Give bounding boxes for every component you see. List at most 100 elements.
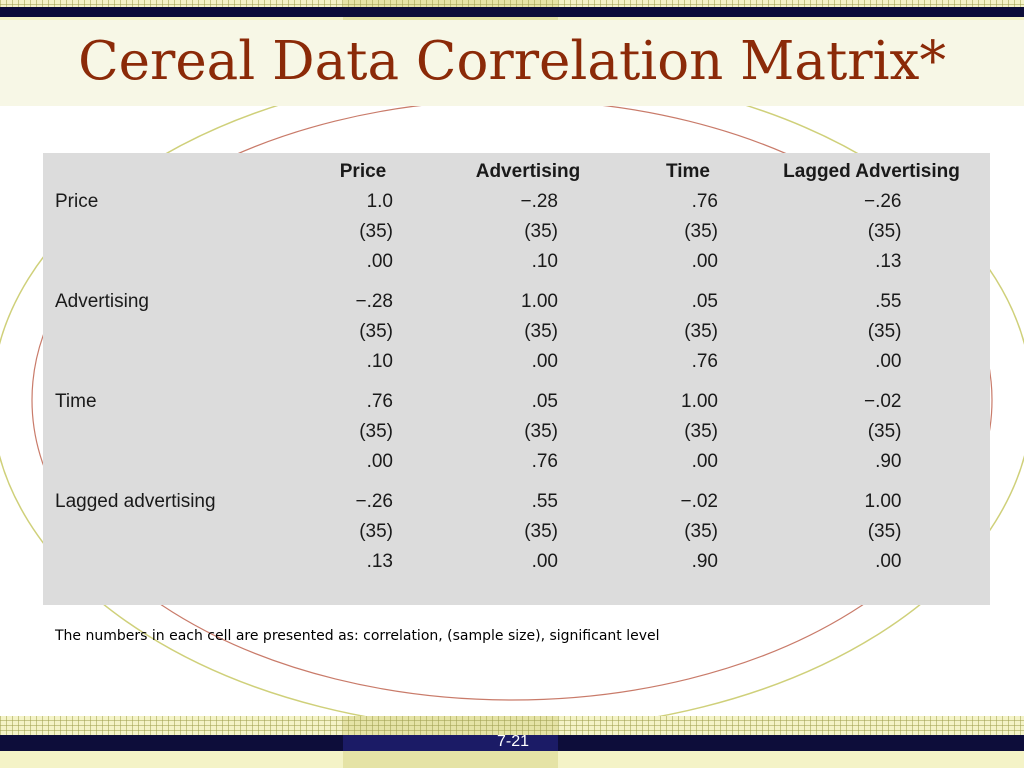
table-body: Price 1.0 −.28.76 −.26 (35) (35) (35) (35) .00.1… bbox=[43, 191, 990, 581]
correlation-value: −.02 bbox=[863, 391, 902, 412]
sample-size-value: (35) bbox=[684, 221, 718, 242]
table-cell: .00 bbox=[623, 451, 753, 481]
table-cell: (35) bbox=[623, 321, 753, 351]
sample-size-value: (35) bbox=[867, 221, 902, 242]
table-cell: .00 bbox=[433, 551, 623, 581]
table-row: (35) (35) (35) (35) bbox=[43, 421, 990, 451]
spacer-cell bbox=[433, 281, 623, 291]
correlation-value: −.26 bbox=[355, 491, 393, 512]
table-row: Time .76 .05 1.00 −.02 bbox=[43, 391, 990, 421]
table-cell: 1.00 bbox=[623, 391, 753, 421]
table-cell: (35) bbox=[753, 321, 990, 351]
row-label-blank bbox=[43, 321, 293, 351]
row-label-blank bbox=[43, 551, 293, 581]
row-spacer bbox=[43, 281, 990, 291]
correlation-value: .05 bbox=[691, 291, 718, 312]
table-cell: −.02 bbox=[753, 391, 990, 421]
correlation-value: .55 bbox=[875, 291, 902, 312]
sample-size-value: (35) bbox=[867, 321, 902, 342]
table-cell: (35) bbox=[753, 421, 990, 451]
table-cell: .00 bbox=[753, 351, 990, 381]
table-cell: (35) bbox=[293, 521, 433, 551]
spacer-cell bbox=[43, 381, 293, 391]
table-row: .13 .00 .90 .00 bbox=[43, 551, 990, 581]
table-cell: 1.0 bbox=[293, 191, 433, 221]
spacer-cell bbox=[623, 281, 753, 291]
sample-size-value: (35) bbox=[359, 421, 393, 442]
table-row: (35) (35) (35) (35) bbox=[43, 521, 990, 551]
significance-value: .00 bbox=[366, 451, 393, 472]
sample-size-value: (35) bbox=[867, 521, 902, 542]
page-title: Cereal Data Correlation Matrix* bbox=[78, 31, 946, 92]
table-cell: .05 bbox=[623, 291, 753, 321]
significance-value: .10 bbox=[366, 351, 393, 372]
sample-size-value: (35) bbox=[359, 321, 393, 342]
row-label: Advertising bbox=[55, 291, 149, 312]
table-cell: (35) bbox=[433, 421, 623, 451]
table-row: .10 .00 .76 .00 bbox=[43, 351, 990, 381]
header-advertising: Advertising bbox=[475, 161, 581, 182]
correlation-value: 1.00 bbox=[864, 491, 902, 512]
table-cell: .00 bbox=[753, 551, 990, 581]
table-cell: .10 bbox=[293, 351, 433, 381]
table-cell: .76 bbox=[433, 451, 623, 481]
spacer-cell bbox=[43, 481, 293, 491]
table-cell: (35) bbox=[293, 221, 433, 251]
spacer-cell bbox=[293, 281, 433, 291]
correlation-value: −.28 bbox=[520, 191, 558, 212]
top-decor-grid bbox=[0, 0, 1024, 10]
correlation-table: Price Advertising Time Lagged Advertisin… bbox=[43, 153, 990, 605]
table-cell: .00 bbox=[293, 451, 433, 481]
table-row: .00 .10 .00 .13 bbox=[43, 251, 990, 281]
table-row: Lagged advertising −.26 .55 −.02 1.00 bbox=[43, 491, 990, 521]
table-cell: (35) bbox=[293, 421, 433, 451]
significance-value: .00 bbox=[366, 251, 393, 272]
page-number: 7-21 bbox=[496, 733, 530, 750]
header-time: Time bbox=[665, 161, 710, 182]
significance-value: .00 bbox=[875, 551, 902, 572]
spacer-cell bbox=[753, 281, 990, 291]
table-row: .00 .76 .00 .90 bbox=[43, 451, 990, 481]
row-label: Time bbox=[55, 391, 97, 412]
table-cell: .55 bbox=[433, 491, 623, 521]
significance-value: .13 bbox=[366, 551, 393, 572]
sample-size-value: (35) bbox=[684, 321, 718, 342]
header-blank bbox=[43, 153, 293, 191]
table-cell: (35) bbox=[753, 221, 990, 251]
significance-value: .90 bbox=[691, 551, 718, 572]
sample-size-value: (35) bbox=[524, 421, 558, 442]
spacer-cell bbox=[623, 481, 753, 491]
table-cell: .05 bbox=[433, 391, 623, 421]
correlation-value: .05 bbox=[531, 391, 558, 412]
table-cell: (35) bbox=[623, 221, 753, 251]
table-row: (35) (35) (35) (35) bbox=[43, 321, 990, 351]
table-cell: −.28 bbox=[293, 291, 433, 321]
header-price: Price bbox=[339, 161, 387, 182]
table-cell: (35) bbox=[293, 321, 433, 351]
table-cell: (35) bbox=[433, 221, 623, 251]
significance-value: .00 bbox=[531, 551, 558, 572]
correlation-value: 1.00 bbox=[681, 391, 718, 412]
significance-value: .10 bbox=[531, 251, 558, 272]
table-cell: (35) bbox=[433, 521, 623, 551]
table-cell: .13 bbox=[753, 251, 990, 281]
table-cell: 1.00 bbox=[753, 491, 990, 521]
table-cell: .13 bbox=[293, 551, 433, 581]
sample-size-value: (35) bbox=[359, 521, 393, 542]
significance-value: .00 bbox=[875, 351, 902, 372]
table-row: (35) (35) (35) (35) bbox=[43, 221, 990, 251]
table-cell: .00 bbox=[433, 351, 623, 381]
sample-size-value: (35) bbox=[684, 521, 718, 542]
spacer-cell bbox=[753, 481, 990, 491]
correlation-value: .76 bbox=[366, 391, 393, 412]
table-cell: .90 bbox=[753, 451, 990, 481]
table-cell: (35) bbox=[623, 421, 753, 451]
spacer-cell bbox=[623, 381, 753, 391]
spacer-cell bbox=[43, 281, 293, 291]
table-cell: (35) bbox=[753, 521, 990, 551]
sample-size-value: (35) bbox=[684, 421, 718, 442]
table-row: Price 1.0 −.28 .76 −.26 bbox=[43, 191, 990, 221]
table-cell: .10 bbox=[433, 251, 623, 281]
table-cell: (35) bbox=[433, 321, 623, 351]
